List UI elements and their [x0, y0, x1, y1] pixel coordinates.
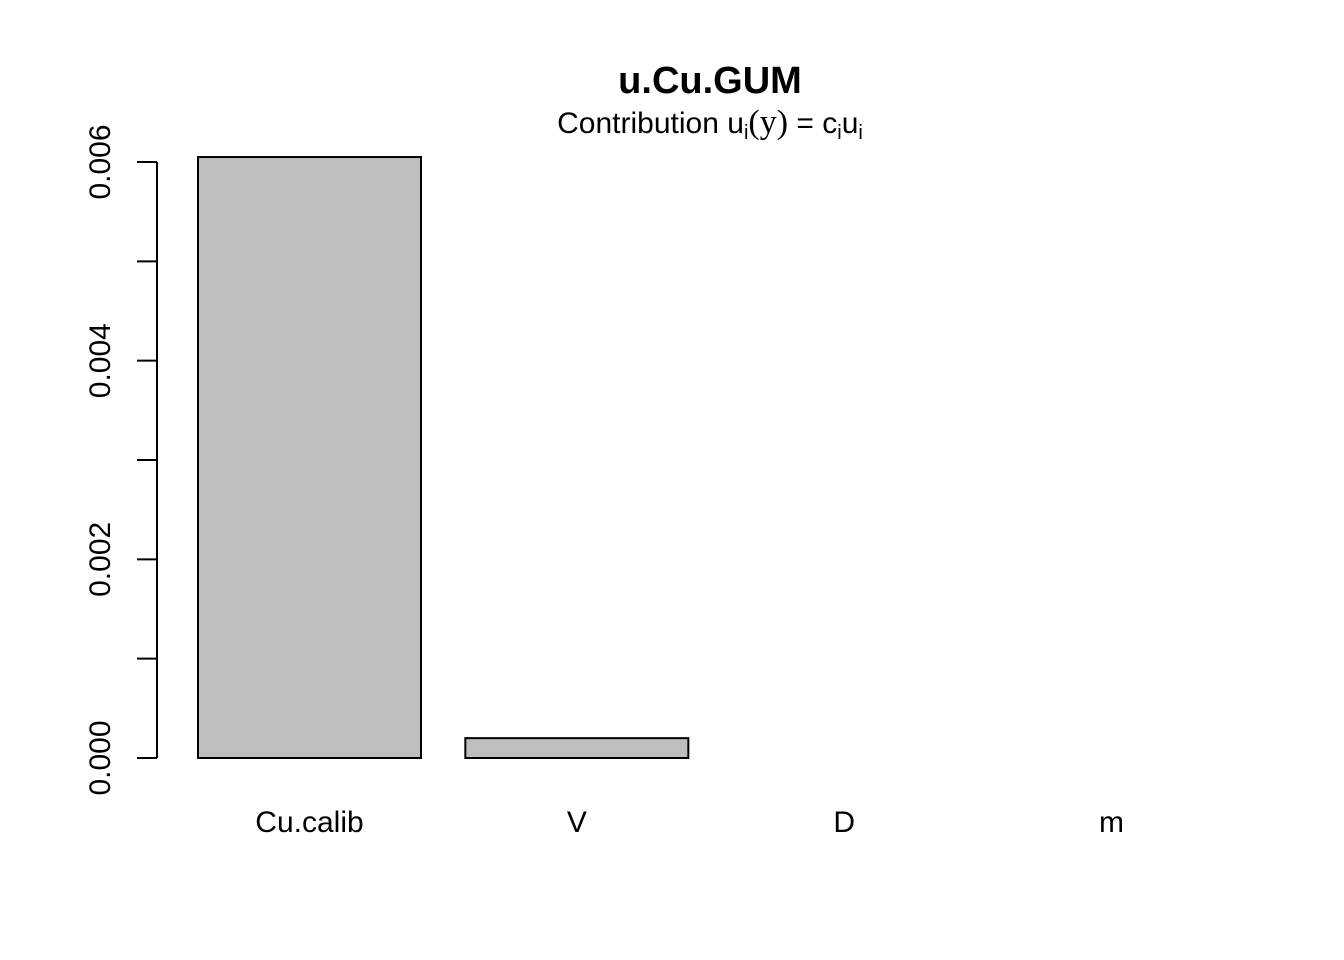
chart-subtitle: Contribution ui(y) = ciui	[557, 104, 863, 144]
bar-v	[464, 737, 690, 760]
category-label: V	[567, 806, 587, 839]
y-tick-label: 0.000	[84, 720, 117, 795]
category-label: Cu.calib	[255, 806, 363, 839]
y-tick-label: 0.006	[84, 124, 117, 199]
y-tick-label: 0.004	[84, 323, 117, 398]
category-label: m	[1099, 806, 1124, 839]
chart-title: u.Cu.GUM	[618, 60, 802, 102]
y-tick-label: 0.002	[84, 522, 117, 597]
bar-cu-calib	[197, 156, 422, 760]
bars-group	[197, 156, 690, 760]
category-label: D	[833, 806, 855, 839]
y-axis: 0.000 0.002 0.004 0.006	[84, 124, 158, 796]
